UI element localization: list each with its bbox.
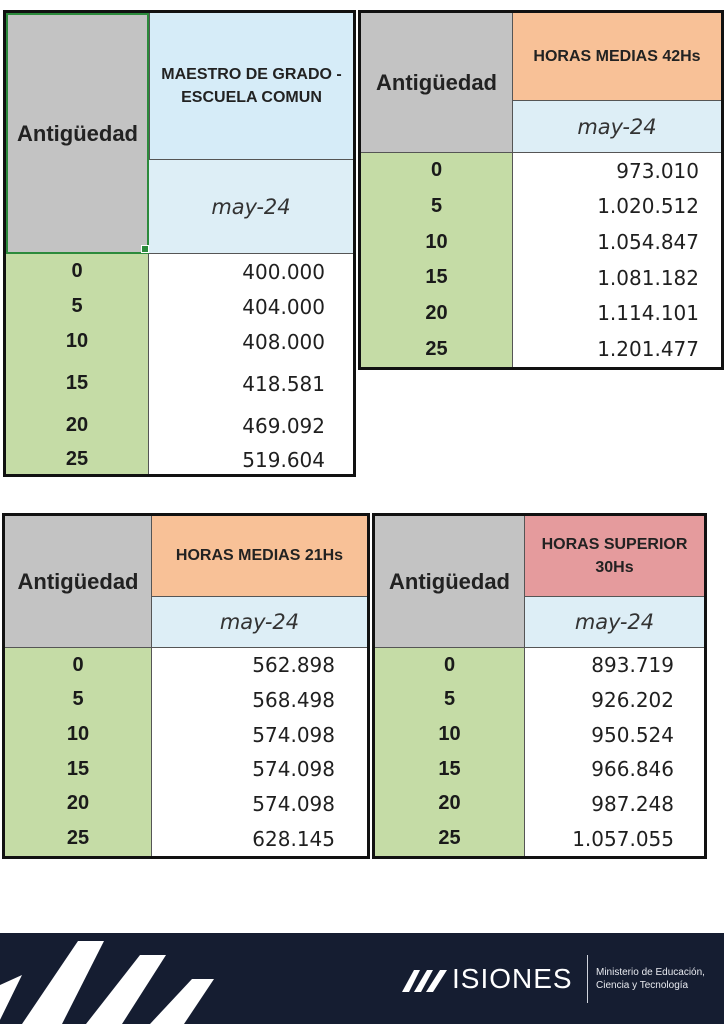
years-cell: 15 [425, 266, 448, 289]
years-cell: 20 [66, 792, 90, 815]
ministry-line-2: Ciencia y Tecnología [596, 980, 689, 991]
years-column: 0 5 10 15 20 25 [361, 153, 513, 367]
values-column: 400.000 404.000 408.000 418.581 469.092 … [149, 254, 353, 474]
values-column: 893.719 926.202 950.524 966.846 987.248 … [525, 648, 704, 856]
brand-divider [587, 955, 588, 1003]
date-cell: may-24 [525, 597, 704, 648]
value-cell: 950.524 [591, 722, 674, 747]
value-cell: 574.098 [252, 722, 335, 747]
brand-name: ISIONES [452, 963, 573, 994]
value-cell: 973.010 [616, 158, 699, 183]
years-cell: 0 [71, 260, 83, 282]
table-maestro-de-grado: Antigüedad MAESTRO DE GRADO - ESCUELA CO… [3, 10, 356, 477]
value-cell: 1.114.101 [597, 301, 699, 326]
value-cell: 519.604 [242, 447, 325, 472]
misiones-m-logo-icon [402, 970, 447, 992]
years-column: 0 5 10 15 20 25 [375, 648, 525, 856]
years-cell: 5 [72, 688, 84, 711]
years-cell: 20 [425, 301, 448, 324]
misiones-logo: ISIONES [400, 957, 573, 1001]
value-cell: 562.898 [252, 653, 335, 678]
years-cell: 15 [65, 372, 89, 394]
years-column: 0 5 10 15 20 25 [5, 648, 152, 856]
years-cell: 20 [65, 414, 89, 436]
value-cell: 628.145 [252, 826, 335, 851]
years-column: 0 5 10 15 20 25 [6, 254, 149, 474]
years-cell: 10 [66, 723, 90, 746]
years-cell: 25 [65, 448, 89, 470]
years-cell: 25 [425, 337, 448, 360]
value-cell: 574.098 [252, 757, 335, 782]
antiguedad-header: Antigüedad [361, 13, 513, 153]
value-cell: 966.846 [591, 757, 674, 782]
years-cell: 10 [425, 230, 448, 253]
value-cell: 400.000 [242, 259, 325, 284]
values-column: 973.010 1.020.512 1.054.847 1.081.182 1.… [513, 153, 721, 367]
value-cell: 926.202 [591, 687, 674, 712]
date-cell: may-24 [152, 597, 367, 648]
misiones-watermark-icon [0, 941, 214, 1024]
antiguedad-header: Antigüedad [375, 516, 525, 648]
ministry-text: Ministerio de Educación, Ciencia y Tecno… [596, 966, 720, 992]
value-cell: 404.000 [242, 294, 325, 319]
antiguedad-header: Antigüedad [5, 516, 152, 648]
column-header: HORAS MEDIAS 42Hs [513, 13, 721, 101]
table-horas-medias-42hs: Antigüedad HORAS MEDIAS 42Hs may-24 0 5 … [358, 10, 724, 370]
value-cell: 469.092 [242, 413, 325, 438]
column-header: MAESTRO DE GRADO - ESCUELA COMUN [149, 13, 353, 160]
years-cell: 25 [66, 827, 90, 850]
date-cell: may-24 [513, 101, 721, 153]
value-cell: 1.054.847 [597, 230, 699, 255]
selection-fill-handle[interactable] [141, 245, 149, 253]
years-cell: 0 [430, 159, 443, 182]
column-header: HORAS SUPERIOR 30Hs [525, 516, 704, 597]
years-cell: 10 [65, 330, 89, 352]
value-cell: 987.248 [591, 791, 674, 816]
years-cell: 5 [430, 194, 443, 217]
years-cell: 10 [438, 723, 461, 746]
years-cell: 15 [66, 757, 90, 780]
antiguedad-header[interactable]: Antigüedad [6, 13, 149, 254]
value-cell: 1.081.182 [597, 265, 699, 290]
values-column: 562.898 568.498 574.098 574.098 574.098 … [152, 648, 367, 856]
years-cell: 0 [443, 653, 456, 676]
value-cell: 1.201.477 [597, 337, 699, 362]
years-cell: 5 [71, 295, 83, 317]
value-cell: 568.498 [252, 687, 335, 712]
years-cell: 0 [72, 653, 84, 676]
value-cell: 1.020.512 [597, 194, 699, 219]
value-cell: 418.581 [242, 371, 325, 396]
value-cell: 1.057.055 [572, 826, 674, 851]
years-cell: 20 [438, 792, 461, 815]
value-cell: 574.098 [252, 791, 335, 816]
years-cell: 25 [438, 827, 461, 850]
ministry-line-1: Ministerio de Educación, [596, 967, 705, 978]
date-cell: may-24 [149, 160, 353, 254]
value-cell: 408.000 [242, 329, 325, 354]
table-horas-medias-21hs: Antigüedad HORAS MEDIAS 21Hs may-24 0 5 … [2, 513, 370, 859]
column-header: HORAS MEDIAS 21Hs [152, 516, 367, 597]
table-horas-superior-30hs: Antigüedad HORAS SUPERIOR 30Hs may-24 0 … [372, 513, 707, 859]
footer-banner: ISIONES Ministerio de Educación, Ciencia… [0, 933, 724, 1024]
value-cell: 893.719 [591, 653, 674, 678]
years-cell: 5 [443, 688, 456, 711]
years-cell: 15 [438, 757, 461, 780]
